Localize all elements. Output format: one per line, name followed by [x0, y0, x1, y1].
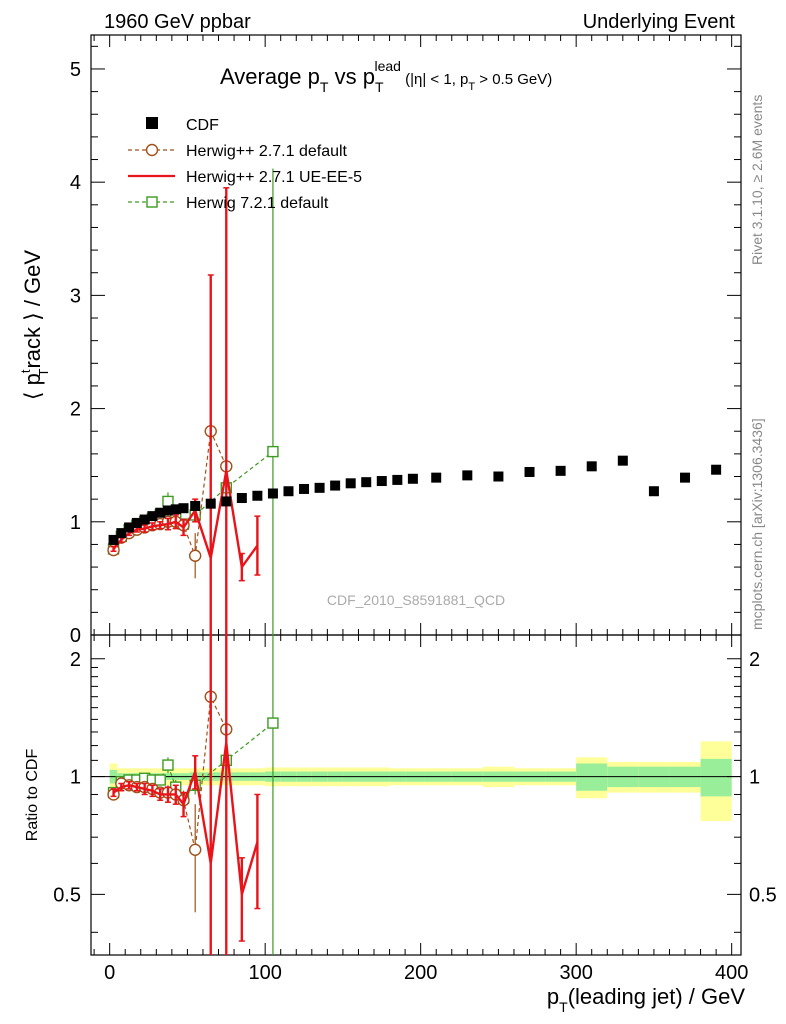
ratio-tick-label-right: 0.5: [749, 884, 777, 906]
cdf-data-point: [345, 478, 356, 489]
cdf-data-point: [139, 514, 150, 525]
cdf-data-point: [205, 498, 216, 509]
cdf-data-point: [361, 477, 372, 488]
rivet-version-label: Rivet 3.1.10, ≥ 2.6M events: [749, 95, 765, 265]
cdf-data-point: [131, 517, 142, 528]
cdf-data-point: [252, 490, 263, 501]
ratio-herwig7-default-point: [267, 717, 279, 729]
ratio-tick-label: 1: [70, 767, 81, 789]
cdf-data-point: [330, 480, 341, 491]
cdf-uncertainty-bands: [109, 741, 732, 821]
x-tick-label: 400: [715, 962, 748, 984]
y-tick-label: 5: [70, 59, 81, 81]
header-energy-label: 1960 GeV ppbar: [104, 11, 251, 33]
legend-cdf-marker: [146, 117, 158, 129]
cdf-data-point: [299, 483, 310, 494]
cdf-inner-band: [700, 758, 732, 797]
ratio-y-axis-label: Ratio to CDF: [24, 749, 41, 842]
ratio-tick-label-right: 1: [749, 767, 760, 789]
cdf-data-point: [431, 472, 442, 483]
x-tick-label: 100: [248, 962, 281, 984]
mcplots-label: mcplots.cern.ch [arXiv:1306.3436]: [749, 418, 765, 630]
y-tick-label: 1: [70, 512, 81, 534]
cdf-data-point: [147, 511, 158, 522]
ratio-panel-frame: [90, 634, 742, 956]
cdf-data-point: [124, 522, 135, 533]
main-panel-series: [107, 168, 722, 635]
cdf-data-point: [221, 496, 232, 507]
cdf-data-point: [711, 464, 722, 475]
x-tick-label: 0: [104, 962, 115, 984]
cdf-data-point: [283, 486, 294, 497]
ratio-tick-label: 2: [70, 649, 81, 671]
y-axis-label: ⟨ pt Track ⟩ / GeV: [18, 250, 51, 400]
legend-cdf-label: CDF: [186, 117, 219, 134]
ratio-panel-series: [107, 635, 279, 955]
cdf-data-point: [170, 504, 181, 515]
title-text: Average pT vs pTlead (|η| < 1, pT > 0.5 …: [220, 58, 552, 95]
cdf-data-point: [108, 534, 119, 545]
legend-herwig7-marker: [146, 196, 158, 208]
legend: CDF Herwig++ 2.7.1 default Herwig++ 2.7.…: [128, 117, 362, 212]
cdf-data-point: [155, 507, 166, 518]
ratio-herwigpp-default-point: [188, 843, 202, 856]
x-axis-label: pT(leading jet) / GeV: [547, 984, 745, 1015]
axis-ticks: 0 100 200 300 400 0 1 2 3 4 5 0.5 0.5 1 1 2 2: [53, 35, 777, 984]
cdf-data-point: [493, 471, 504, 482]
legend-herwigpp-default-label: Herwig++ 2.7.1 default: [186, 143, 348, 160]
cdf-data-point: [162, 505, 173, 516]
chart-title: Average pT vs pTlead (|η| < 1, pT > 0.5 …: [220, 58, 552, 95]
cdf-data-point: [178, 503, 189, 514]
legend-herwigpp-ueee5-label: Herwig++ 2.7.1 UE-EE-5: [186, 169, 362, 186]
ratio-herwig7-default-point: [162, 759, 174, 771]
cdf-data-point: [648, 486, 659, 497]
analysis-watermark: CDF_2010_S8591881_QCD: [327, 592, 505, 608]
cdf-inner-band: [576, 763, 608, 791]
cdf-data-point: [555, 465, 566, 476]
cdf-data-point: [524, 466, 535, 477]
header-analysis-label: Underlying Event: [583, 11, 736, 33]
y-tick-label: 2: [70, 399, 81, 421]
ratio-tick-label-right: 2: [749, 649, 760, 671]
legend-herwig7-label: Herwig 7.2.1 default: [186, 195, 329, 212]
cdf-data-point: [407, 473, 418, 484]
y-tick-label: 4: [70, 172, 81, 194]
cdf-data-point: [586, 461, 597, 472]
herwigpp-default-point: [188, 549, 202, 562]
cdf-data-point: [680, 472, 691, 483]
cdf-data-point: [376, 476, 387, 487]
ratio-tick-label: 0.5: [53, 884, 81, 906]
cdf-data-point: [267, 488, 278, 499]
x-tick-label: 200: [404, 962, 437, 984]
y-tick-label: 3: [70, 285, 81, 307]
x-tick-label: 300: [559, 962, 592, 984]
ratio-herwig7-default-point: [154, 774, 166, 786]
herwig7-default-point: [267, 445, 279, 458]
cdf-data-point: [392, 474, 403, 485]
cdf-data-point: [617, 455, 628, 466]
cdf-data-point: [314, 482, 325, 493]
ratio-herwigpp-ueee5-line: [112, 742, 259, 895]
y-tick-label: 0: [70, 625, 81, 647]
cdf-data-point: [116, 528, 127, 539]
cdf-data-point: [190, 500, 201, 511]
cdf-data-point: [462, 470, 473, 481]
cdf-data-point: [236, 493, 247, 504]
legend-herwigpp-default-marker: [145, 143, 159, 157]
